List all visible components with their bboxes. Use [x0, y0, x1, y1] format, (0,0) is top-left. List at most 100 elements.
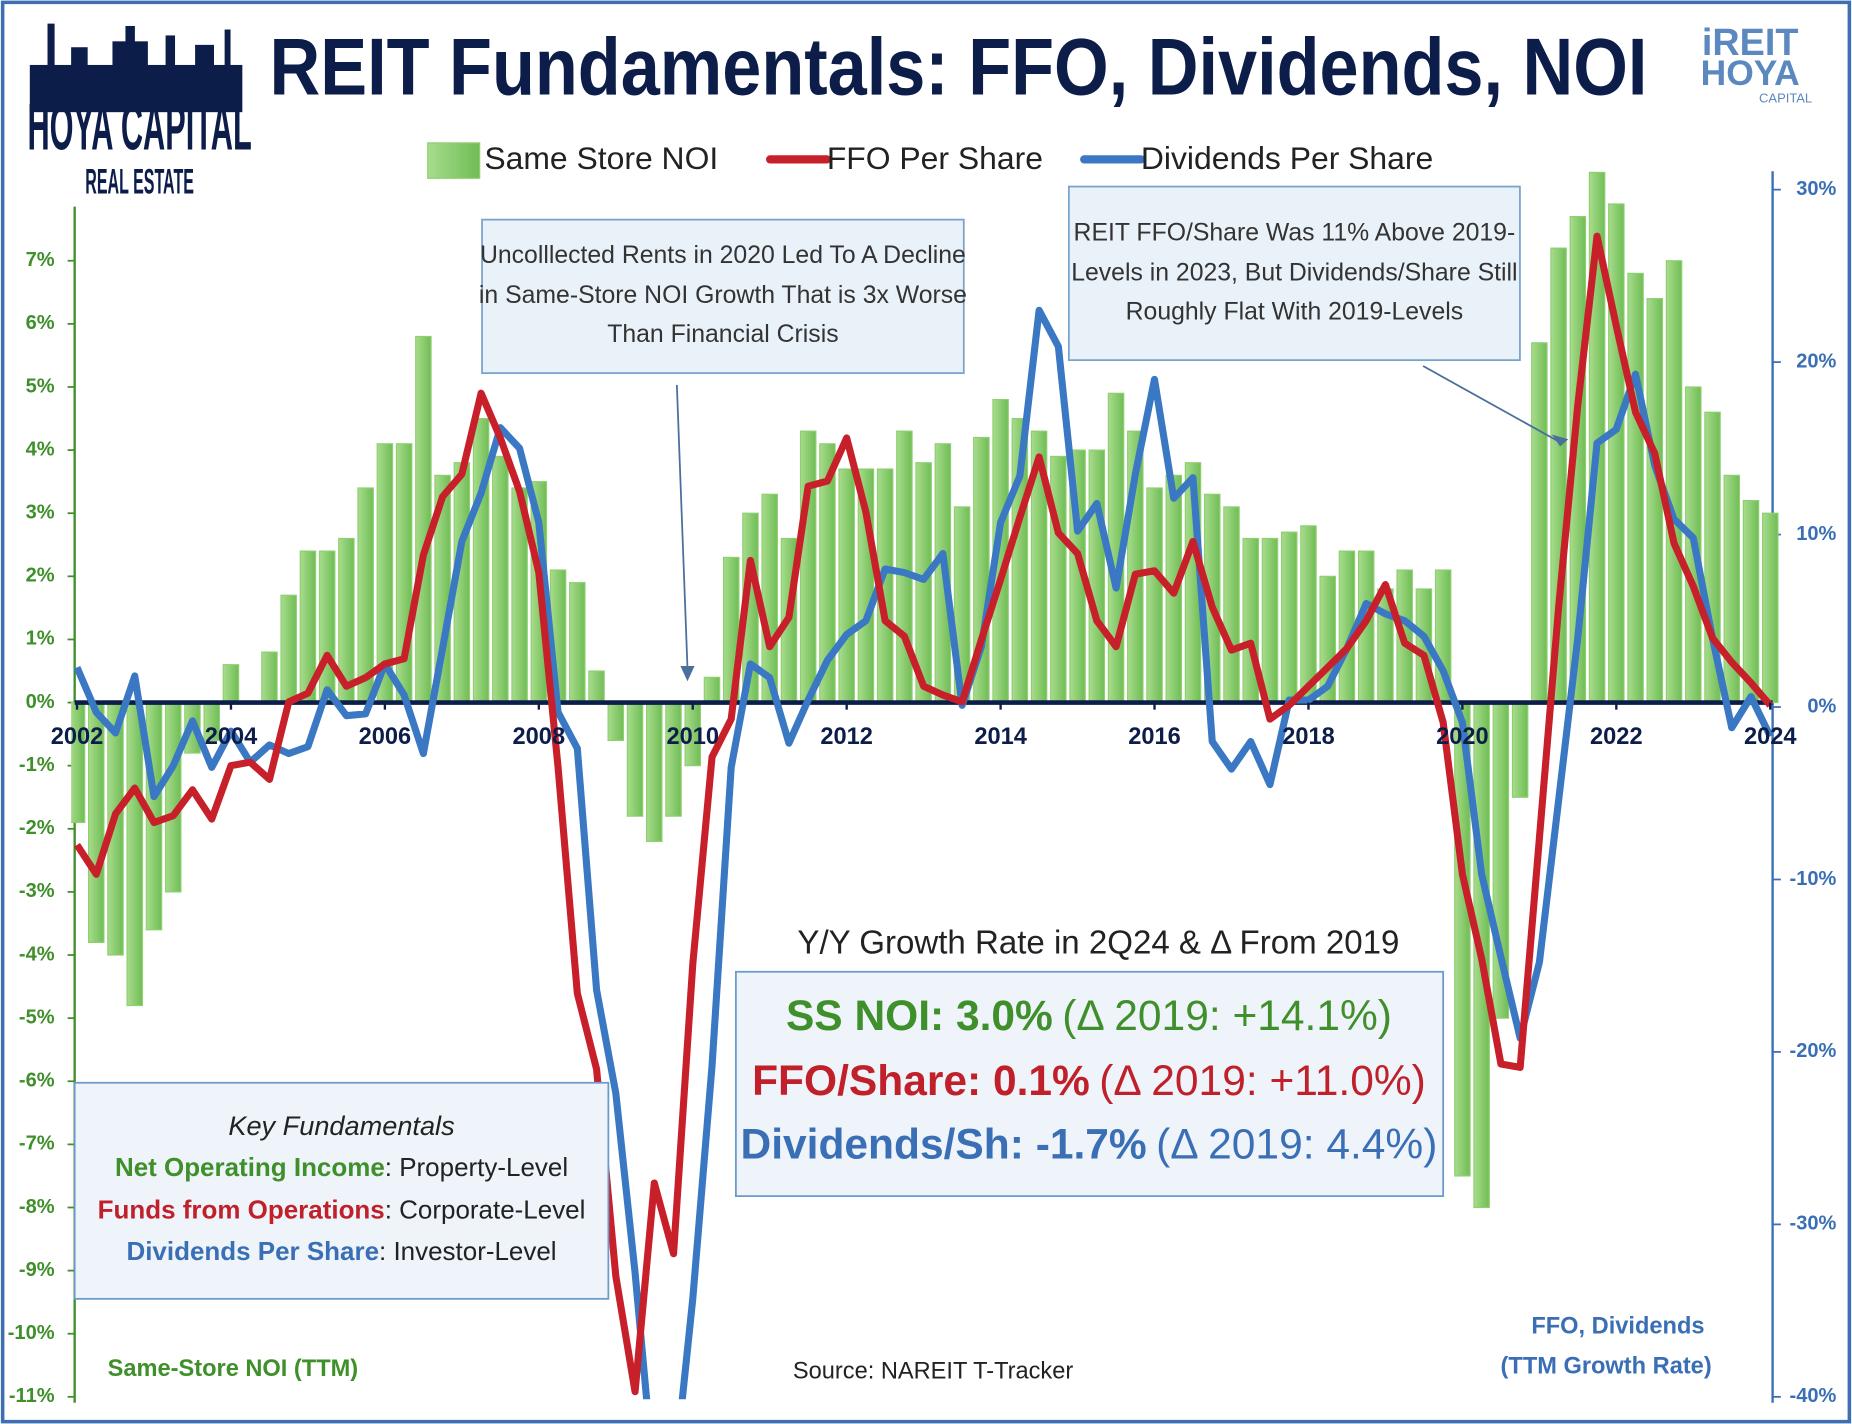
legend: Same Store NOI FFO Per Share Dividends Per… — [427, 140, 1433, 179]
logo-text: iREIT — [1702, 22, 1799, 64]
y-tick-label: -11% — [9, 1385, 55, 1407]
bar — [1088, 449, 1106, 704]
summary-row: Dividends/Sh: -1.7% (Δ 2019: 4.4%) — [741, 1122, 1438, 1169]
chart-title: REIT Fundamentals: FFO, Dividends, NOI — [269, 22, 1647, 112]
x-tick-label: 2020 — [1436, 724, 1489, 750]
annotation-text: in Same-Store NOI Growth That is 3x Wors… — [479, 282, 967, 309]
x-tick-label: 2012 — [820, 724, 873, 750]
x-tick-label: 2008 — [513, 724, 566, 750]
key-row: Dividends Per Share: Investor-Level — [126, 1236, 556, 1266]
y2-tick-label: -30% — [1790, 1213, 1837, 1235]
summary-delta: (Δ 2019: 4.4%) — [1156, 1122, 1437, 1169]
y-tick-label: -1% — [19, 754, 55, 776]
y2-tick-label: 10% — [1796, 523, 1836, 545]
y-tick-label: 6% — [26, 312, 55, 334]
summary-title: Y/Y Growth Rate in 2Q24 & Δ From 2019 — [797, 924, 1399, 961]
y-tick-label: -6% — [19, 1070, 55, 1092]
summary-row: SS NOI: 3.0% (Δ 2019: +14.1%) — [786, 993, 1392, 1040]
bar — [1280, 531, 1298, 704]
annotation-text: REIT FFO/Share Was 11% Above 2019- — [1074, 219, 1516, 246]
bar — [588, 670, 605, 704]
x-tick-label: 2018 — [1282, 724, 1335, 750]
y2-tick-label: 20% — [1796, 350, 1836, 372]
bar — [318, 550, 336, 704]
bar — [665, 701, 682, 817]
bar — [1511, 701, 1529, 798]
bar — [1646, 298, 1664, 704]
annotation-arrow — [1422, 365, 1560, 443]
bar — [1050, 455, 1067, 704]
y-tick-label: -7% — [19, 1133, 55, 1155]
summary-delta: (Δ 2019: +11.0%) — [1099, 1058, 1426, 1105]
y2-tick-label: 30% — [1796, 178, 1836, 200]
bar — [1223, 506, 1240, 704]
summary-value: Dividends/Sh: -1.7% — [741, 1122, 1147, 1169]
bar — [71, 701, 86, 824]
y-tick-label: -10% — [8, 1322, 55, 1344]
summary-value: FFO/Share: 0.1% — [752, 1058, 1090, 1105]
key-term: Net Operating Income — [115, 1152, 385, 1182]
bar — [1761, 512, 1779, 704]
bar — [626, 701, 644, 817]
summary: Y/Y Growth Rate in 2Q24 & Δ From 2019 SS… — [735, 924, 1445, 1197]
x-tick-label: 2014 — [974, 724, 1027, 750]
bar — [492, 455, 509, 704]
bar — [645, 701, 663, 843]
summary-value: SS NOI: 3.0% — [786, 993, 1053, 1040]
annotation-text: Than Financial Crisis — [607, 321, 838, 348]
y-tick-label: 0% — [26, 691, 55, 713]
bar — [280, 594, 297, 704]
bar — [472, 417, 490, 704]
legend-label: Same Store NOI — [484, 140, 718, 176]
logo-left: HOYA CAPITAL REAL ESTATE — [27, 23, 252, 202]
y2-axis-title: FFO, Dividends — [1531, 1313, 1704, 1339]
x-tick-label: 2024 — [1744, 724, 1797, 750]
bar — [415, 335, 432, 704]
y-tick-label: 1% — [26, 628, 55, 650]
bar — [838, 468, 855, 704]
bar — [1261, 537, 1279, 704]
y-tick-label: -4% — [19, 943, 55, 965]
annotation-text: Levels in 2023, But Dividends/Share Stil… — [1071, 259, 1517, 286]
annotation-text: Roughly Flat With 2019-Levels — [1126, 298, 1463, 325]
y-axis-title: Same-Store NOI (TTM) — [108, 1356, 359, 1382]
bar — [164, 701, 182, 893]
x-tick-label: 2006 — [359, 724, 412, 750]
y-tick-label: -2% — [19, 817, 55, 839]
key-box-frame — [73, 1081, 610, 1300]
key-box: Key Fundamentals Net Operating Income: P… — [73, 1081, 610, 1300]
y-tick-label: 4% — [26, 438, 55, 460]
bar — [1338, 550, 1356, 704]
key-term: Funds from Operations — [98, 1194, 385, 1224]
x-tick-label: 2002 — [51, 724, 104, 750]
key-desc: : Investor-Level — [379, 1236, 557, 1266]
source: Source: NAREIT T-Tracker — [793, 1358, 1073, 1384]
annotation-text: Uncolllected Rents in 2020 Led To A Decl… — [480, 242, 966, 269]
arrow-head — [1551, 434, 1569, 447]
bar — [1665, 260, 1683, 704]
summary-box — [735, 970, 1445, 1197]
y-tick-label: 5% — [26, 375, 55, 397]
y-tick-label: 7% — [26, 249, 55, 271]
y-tick-label: -9% — [19, 1259, 55, 1281]
bar — [607, 701, 625, 742]
bar — [126, 701, 144, 1007]
summary-delta: (Δ 2019: +14.1%) — [1062, 993, 1392, 1040]
series-line — [73, 306, 1774, 1400]
key-title: Key Fundamentals — [228, 1110, 455, 1141]
y2-tick-label: -40% — [1790, 1385, 1837, 1407]
bar — [1146, 487, 1163, 704]
annotation-box — [481, 218, 965, 375]
y-tick-label: 3% — [26, 502, 55, 524]
logo-text: HOYA — [1701, 53, 1800, 93]
y-tick-label: -8% — [19, 1196, 55, 1218]
annotation: REIT FFO/Share Was 11% Above 2019- Level… — [1067, 185, 1569, 447]
y-tick-label: -5% — [19, 1006, 55, 1028]
key-row: Funds from Operations: Corporate-Level — [98, 1194, 586, 1224]
annotation-box — [1067, 185, 1521, 362]
y-tick-label: 2% — [26, 565, 55, 587]
arrow-head — [680, 665, 695, 682]
bar — [799, 430, 817, 704]
